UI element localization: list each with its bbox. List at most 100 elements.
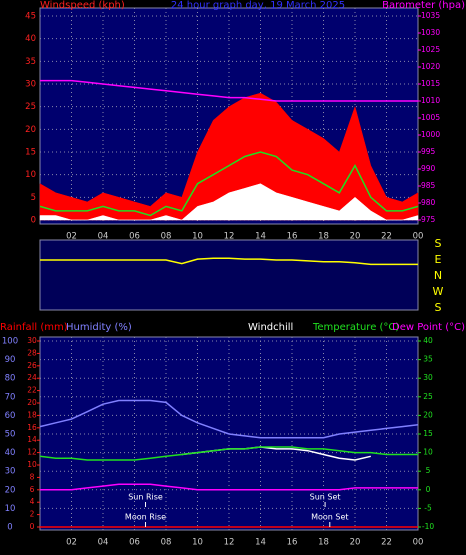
- x-tick-label: 04: [98, 232, 109, 242]
- y-tick-label: 40: [5, 448, 16, 458]
- y3-tick-label: 22: [27, 386, 37, 395]
- y2-tick-label: 0: [426, 485, 431, 494]
- x-tick-label: 02: [66, 538, 77, 548]
- x-tick-label: 22: [381, 232, 392, 242]
- direction-label: S: [435, 301, 442, 314]
- y2-tick-label: 1025: [421, 45, 440, 54]
- x-tick-label: 12: [224, 538, 235, 548]
- direction-label: E: [435, 253, 442, 266]
- y2-tick-label: 35: [423, 355, 433, 364]
- x-tick-label: 22: [381, 538, 392, 548]
- y-tick-label: 100: [2, 337, 18, 347]
- annotation: Sun Rise: [128, 493, 163, 502]
- y-tick-label: 60: [5, 411, 16, 421]
- y3-tick-label: 10: [27, 460, 37, 469]
- y2-tick-label: 980: [421, 198, 436, 207]
- y-tick-label: 40: [25, 34, 36, 44]
- x-tick-label: 18: [318, 538, 329, 548]
- y2-tick-label: 995: [421, 147, 436, 156]
- x-tick-label: 16: [287, 538, 298, 548]
- y2-tick-label: 1030: [421, 28, 440, 37]
- y2-tick-label: 985: [421, 181, 436, 190]
- y-tick-label: 50: [5, 430, 16, 440]
- y2-tick-label: 1010: [421, 96, 440, 105]
- series-area: [39, 92, 419, 221]
- x-tick-label: 08: [161, 538, 172, 548]
- series-line: [40, 483, 418, 491]
- annotation: Sun Set: [310, 493, 341, 502]
- direction-label: S: [435, 237, 442, 250]
- x-tick-label: 04: [98, 538, 109, 548]
- y-tick-label: 35: [25, 57, 36, 67]
- y2-tick-label: 1020: [421, 62, 440, 71]
- legend-label: Rainfall (mm): [0, 322, 68, 333]
- x-tick-label: 20: [350, 538, 361, 548]
- y2-tick-label: 1035: [421, 11, 440, 20]
- y-tick-label: 10: [5, 504, 16, 514]
- x-tick-label: 18: [318, 232, 329, 242]
- y3-tick-label: 26: [27, 361, 37, 370]
- y2-tick-label: 1000: [421, 130, 440, 139]
- y-tick-label: 20: [5, 485, 16, 495]
- y-tick-label: 30: [5, 467, 16, 477]
- y3-tick-label: 18: [27, 410, 37, 419]
- x-tick-label: 14: [255, 232, 266, 242]
- direction-label: N: [434, 269, 442, 282]
- x-tick-label: 08: [161, 232, 172, 242]
- x-tick-label: 02: [66, 232, 77, 242]
- annotation: Moon Set: [311, 513, 348, 522]
- y3-tick-label: 4: [30, 497, 35, 506]
- y3-tick-label: 30: [27, 336, 37, 345]
- y-tick-label: 15: [25, 148, 36, 158]
- y2-tick-label: 990: [421, 164, 436, 173]
- legend-label: Windchill: [248, 322, 293, 333]
- x-tick-label: 20: [350, 232, 361, 242]
- series-line: [39, 399, 419, 439]
- x-tick-label: 10: [192, 538, 203, 548]
- y-tick-label: 30: [25, 80, 36, 90]
- y2-tick-label: -10: [422, 522, 434, 531]
- y3-tick-label: 16: [27, 423, 37, 432]
- y-tick-label: 25: [25, 102, 36, 112]
- x-tick-label: 14: [255, 538, 266, 548]
- y3-tick-label: 0: [30, 522, 35, 531]
- series-line: [40, 257, 418, 266]
- y-tick-label: 5: [31, 193, 36, 203]
- y-tick-label: 90: [5, 355, 16, 365]
- y3-tick-label: 2: [30, 510, 35, 519]
- y2-tick-label: 30: [423, 373, 433, 382]
- legend-label: Humidity (%): [66, 322, 132, 333]
- y2-tick-label: -5: [424, 503, 432, 512]
- y3-tick-label: 20: [27, 398, 37, 407]
- plot-area: [39, 239, 419, 311]
- legend-label: Temperature (°C): [312, 322, 399, 333]
- y-axis-label: Windspeed (kph): [40, 0, 125, 11]
- y2-tick-label: 10: [423, 448, 433, 457]
- y-tick-label: 80: [5, 374, 16, 384]
- y-tick-label: 0: [7, 523, 12, 533]
- y2-tick-label: 1005: [421, 113, 440, 122]
- x-tick-label: 06: [129, 538, 140, 548]
- x-tick-label: 16: [287, 232, 298, 242]
- y3-tick-label: 14: [27, 435, 37, 444]
- y2-tick-label: 975: [421, 215, 436, 224]
- y2-tick-label: 15: [423, 429, 433, 438]
- y-tick-label: 45: [25, 12, 36, 22]
- y-tick-label: 70: [5, 392, 16, 402]
- y2-tick-label: 40: [423, 336, 433, 345]
- x-tick-label: 12: [224, 232, 235, 242]
- x-tick-label: 00: [413, 232, 424, 242]
- y3-tick-label: 24: [27, 373, 37, 382]
- x-tick-label: 10: [192, 232, 203, 242]
- y2-axis-label: Barometer (hpa): [382, 0, 465, 11]
- x-tick-label: 00: [413, 538, 424, 548]
- y2-tick-label: 1015: [421, 79, 440, 88]
- series-line: [40, 79, 418, 102]
- series-area: [39, 183, 419, 221]
- direction-label: W: [433, 285, 444, 298]
- y3-tick-label: 28: [27, 348, 37, 357]
- x-tick-label: 06: [129, 232, 140, 242]
- y-tick-label: 20: [25, 125, 36, 135]
- y2-tick-label: 25: [423, 392, 433, 401]
